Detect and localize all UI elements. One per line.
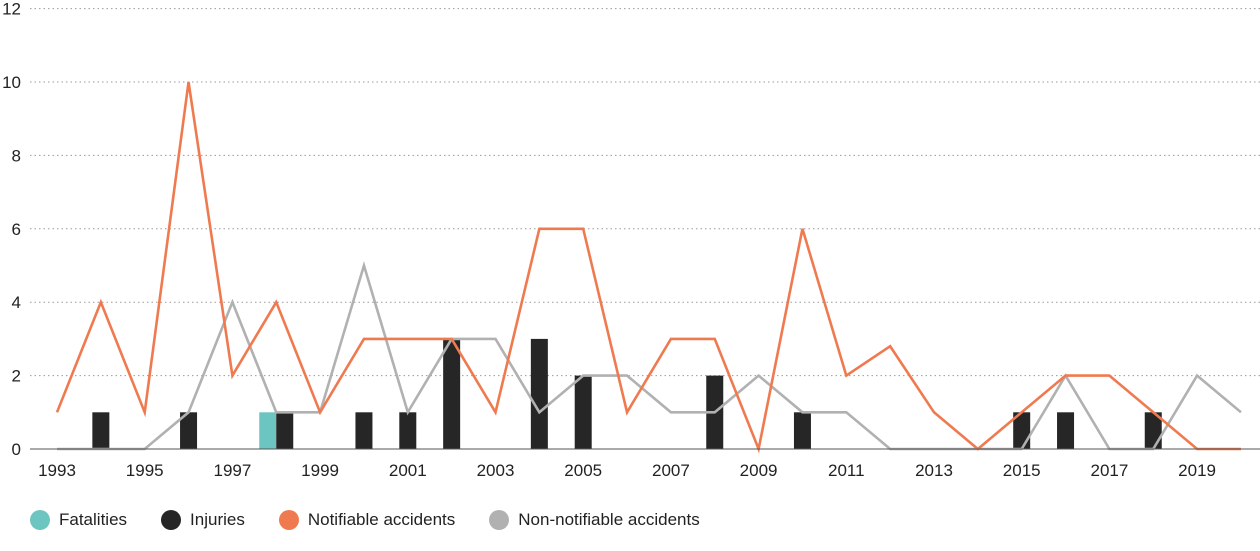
legend-swatch-non-notifiable [489,510,510,530]
legend-label-fatalities: Fatalities [59,510,128,529]
x-tick-label: 2007 [652,461,690,480]
bar-injuries [399,412,417,449]
legend-swatch-injuries [161,510,182,530]
x-tick-label: 2009 [740,461,778,480]
bar-injuries [180,412,198,449]
x-axis-labels: 1993 1995 1997 1999 2001 2003 2005 2007 2009 2011… [38,461,1216,480]
x-tick-label: 2013 [915,461,953,480]
y-tick-label: 4 [12,293,21,312]
legend-item-non-notifiable: Non-notifiable accidents [489,510,700,530]
bar-injuries [793,412,811,449]
x-tick-label: 2005 [564,461,602,480]
x-tick-label: 2015 [1003,461,1041,480]
bar-injuries [355,412,373,449]
x-tick-label: 2001 [389,461,427,480]
bar-injuries [574,375,592,449]
legend-item-notifiable: Notifiable accidents [278,510,456,530]
x-tick-label: 2017 [1090,461,1128,480]
y-tick-label: 12 [2,0,21,19]
bar-injuries [92,412,110,449]
line-notifiable-accidents [55,81,1241,454]
x-tick-label: 1995 [126,461,164,480]
x-tick-label: 1993 [38,461,76,480]
legend: Fatalities Injuries Notifiable accidents… [30,510,734,530]
legend-label-injuries: Injuries [190,510,245,529]
bar-injuries [1057,412,1075,449]
bar-injuries [530,338,548,449]
legend-label-notifiable: Notifiable accidents [307,510,456,529]
line-series [55,81,1242,454]
legend-item-fatalities: Fatalities [30,510,127,530]
x-tick-label: 2019 [1178,461,1216,480]
x-tick-label: 2003 [477,461,515,480]
bar-injuries [443,338,461,449]
x-tick-label: 2011 [828,461,865,480]
legend-label-non-notifiable: Non-notifiable accidents [518,510,700,529]
legend-item-injuries: Injuries [161,510,245,530]
y-tick-label: 8 [12,146,21,165]
y-tick-label: 6 [12,220,21,239]
bar-injuries [276,412,294,449]
y-tick-label: 2 [12,367,21,386]
y-tick-label: 0 [12,440,21,459]
x-tick-label: 1997 [213,461,251,480]
bar-fatalities [259,412,277,449]
y-tick-label: 10 [2,73,21,92]
legend-swatch-fatalities [30,510,50,530]
x-tick-label: 1999 [301,461,339,480]
bar-series [92,338,1162,449]
grid-lines [30,8,1260,377]
y-axis-labels: 0 2 4 6 8 10 12 [2,0,21,459]
line-non-notifiable-accidents [57,260,1242,451]
legend-swatch-notifiable [278,510,299,530]
accident-chart: 0 2 4 6 8 10 12 1993 1995 1997 1999 2001 2003 2005 20… [2,0,1260,480]
